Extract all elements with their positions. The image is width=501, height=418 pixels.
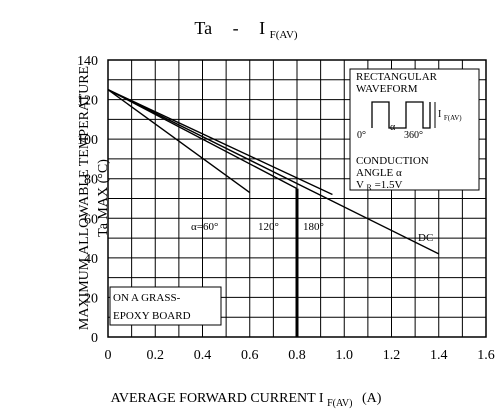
conduction-label-line-1: CONDUCTION (356, 155, 429, 167)
vr-label-sub: R (367, 183, 373, 192)
waveform-current-sub: F(AV) (444, 114, 462, 122)
x-axis-label-unit: (A) (362, 391, 382, 406)
y-tick-label: 0 (91, 331, 98, 346)
waveform-current-main: I (438, 109, 441, 120)
x-tick-label: 0.6 (241, 348, 259, 363)
series-line-0 (107, 89, 251, 194)
y-tick-labels: 0 20 40 60 80 100 120 140 (77, 54, 98, 346)
series-label-alpha-60: α=60° (191, 221, 218, 233)
y-tick-label: 20 (84, 291, 98, 306)
waveform-current-label: I F(AV) (438, 109, 462, 122)
vr-label: V R =1.5V (356, 179, 403, 193)
chart-title: Ta - I F(AV) (194, 18, 297, 41)
rectangular-waveform-line (371, 101, 431, 129)
series-line-2 (107, 89, 333, 196)
board-note-line-2: EPOXY BOARD (113, 310, 191, 322)
waveform-title-line-2: WAVEFORM (356, 83, 418, 95)
y-tick-label: 120 (77, 94, 98, 109)
y-tick-label: 60 (84, 212, 98, 227)
y-tick-label: 140 (77, 54, 98, 69)
board-note-box (109, 286, 222, 326)
x-tick-label: 0.4 (194, 348, 212, 363)
series-group (107, 89, 440, 255)
waveform-360-label: 360° (404, 130, 423, 141)
vr-label-main: V (356, 179, 364, 191)
x-tick-label: 0.8 (288, 348, 306, 363)
chart-title-left: Ta (194, 18, 212, 38)
y-axis-label-line-1: MAXIMUM ALLOWABLE TEMPERATURE (77, 66, 92, 330)
x-axis-label: AVERAGE FORWARD CURRENT I F(AV) (A) (111, 391, 382, 410)
x-tick-labels: 0 0.2 0.4 0.6 0.8 1.0 1.2 1.4 1.6 (105, 348, 495, 363)
conduction-label-line-2: ANGLE α (356, 167, 402, 179)
x-tick-label: 1.4 (430, 348, 448, 363)
vr-label-value: =1.5V (375, 179, 403, 191)
x-tick-label: 0.2 (147, 348, 165, 363)
y-tick-label: 40 (84, 252, 98, 267)
x-tick-label: 1.6 (477, 348, 495, 363)
waveform-title-line-1: RECTANGULAR (356, 71, 438, 83)
y-tick-label: 100 (77, 133, 98, 148)
x-tick-label: 1.2 (383, 348, 401, 363)
waveform-box (349, 68, 480, 191)
waveform-zero-angle-label: 0° (357, 130, 366, 141)
x-tick-label: 1.0 (336, 348, 354, 363)
series-label-180: 180° (303, 221, 324, 233)
series-line-3 (107, 89, 440, 255)
series-label-dc: DC (418, 232, 433, 244)
series-label-120: 120° (258, 221, 279, 233)
y-tick-label: 80 (84, 173, 98, 188)
y-axis-label-line-2: Ta MAX (°C) (96, 159, 111, 237)
x-axis-label-sub: F(AV) (327, 398, 352, 409)
x-axis-label-main: AVERAGE FORWARD CURRENT I (111, 391, 324, 406)
chart-title-right-main: I (259, 18, 265, 38)
board-note-line-1: ON A GRASS- (113, 292, 181, 304)
series-line-1 (107, 89, 298, 190)
waveform-alpha-label: α (390, 122, 396, 133)
chart-title-right-sub: F(AV) (270, 29, 298, 41)
x-tick-label: 0 (105, 348, 112, 363)
chart-title-dash: - (233, 18, 239, 38)
